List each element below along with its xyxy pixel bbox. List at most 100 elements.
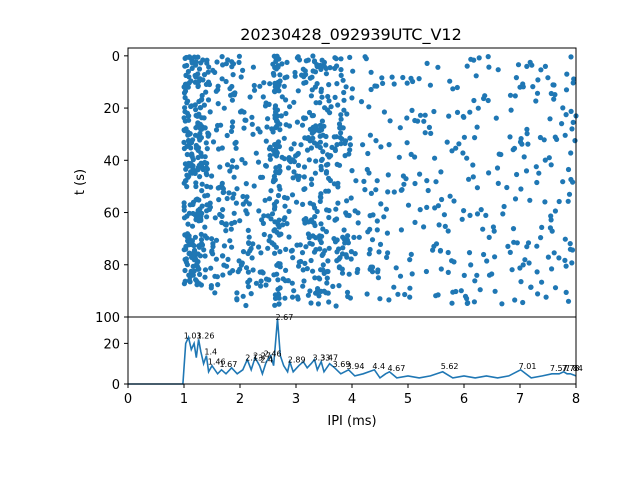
raster-point xyxy=(338,67,344,73)
raster-point xyxy=(326,175,332,181)
raster-point xyxy=(449,300,455,306)
histogram-y-tick-label: 20 xyxy=(103,337,120,352)
raster-point xyxy=(308,257,314,264)
raster-point xyxy=(258,283,264,289)
raster-point xyxy=(184,143,190,149)
raster-point xyxy=(193,217,199,223)
raster-point xyxy=(309,241,315,247)
raster-point xyxy=(194,196,200,202)
raster-point xyxy=(323,162,330,168)
raster-point xyxy=(291,169,297,175)
raster-point xyxy=(471,299,477,305)
raster-point xyxy=(188,78,194,84)
raster-point xyxy=(230,158,236,164)
raster-point xyxy=(342,140,348,146)
raster-point xyxy=(324,280,330,286)
chart-title: 20230428_092939UTC_V12 xyxy=(240,25,462,45)
raster-point xyxy=(476,55,482,61)
raster-point xyxy=(251,82,257,89)
raster-point xyxy=(522,257,528,263)
raster-point xyxy=(474,211,481,217)
raster-point xyxy=(374,83,380,89)
raster-point xyxy=(324,275,330,281)
raster-point xyxy=(181,200,187,206)
raster-point xyxy=(433,179,439,185)
raster-point xyxy=(213,256,219,262)
peak-label: 7.84 xyxy=(565,364,583,373)
peak-label: 1.67 xyxy=(220,360,238,369)
raster-point xyxy=(404,80,410,86)
raster-point xyxy=(355,220,361,226)
raster-point xyxy=(203,140,209,146)
raster-point xyxy=(194,278,200,284)
raster-point xyxy=(397,273,404,279)
raster-point xyxy=(376,249,382,255)
raster-point xyxy=(478,207,484,213)
raster-point xyxy=(279,94,285,100)
raster-point xyxy=(286,208,292,214)
raster-point xyxy=(241,109,247,115)
raster-point xyxy=(340,245,346,251)
raster-point xyxy=(248,291,254,297)
raster-point xyxy=(534,243,540,249)
raster-point xyxy=(210,251,216,257)
raster-point xyxy=(272,112,278,118)
raster-point xyxy=(373,187,379,193)
raster-point xyxy=(346,151,352,157)
raster-point xyxy=(310,53,316,59)
raster-point xyxy=(343,252,349,258)
raster-point xyxy=(282,278,288,284)
raster-point xyxy=(335,184,341,190)
raster-point xyxy=(301,164,308,170)
raster-point xyxy=(301,116,307,122)
raster-point xyxy=(345,240,351,246)
raster-point xyxy=(445,269,451,275)
raster-point xyxy=(331,236,337,242)
raster-point xyxy=(468,56,474,62)
raster-point xyxy=(474,124,480,130)
raster-point xyxy=(441,212,447,218)
raster-point xyxy=(570,179,576,185)
raster-point xyxy=(249,255,255,261)
raster-point xyxy=(385,172,391,178)
raster-point xyxy=(518,186,524,192)
raster-point xyxy=(247,248,253,254)
raster-point xyxy=(360,142,366,148)
raster-point xyxy=(276,301,282,307)
raster-point xyxy=(191,268,197,274)
raster-point xyxy=(207,109,213,115)
raster-point xyxy=(529,62,535,68)
raster-point xyxy=(542,199,548,205)
raster-point xyxy=(331,181,337,187)
raster-point xyxy=(245,227,251,233)
raster-point xyxy=(185,113,191,119)
raster-point xyxy=(293,199,300,205)
raster-point xyxy=(527,197,533,203)
raster-point xyxy=(442,223,448,229)
peak-label: 1.26 xyxy=(197,331,215,340)
raster-point xyxy=(247,94,253,100)
raster-point xyxy=(565,198,571,204)
raster-point xyxy=(188,103,194,110)
raster-point xyxy=(458,288,464,294)
raster-point xyxy=(186,74,192,80)
raster-point xyxy=(366,251,372,257)
peak-label: 3.33 xyxy=(313,354,331,363)
raster-point xyxy=(473,73,479,79)
raster-point xyxy=(326,98,332,104)
raster-point xyxy=(423,268,429,275)
raster-point xyxy=(284,59,290,65)
raster-point xyxy=(258,250,264,256)
raster-point xyxy=(495,67,501,73)
histogram-x-tick-label: 3 xyxy=(292,392,300,407)
raster-point xyxy=(412,219,418,225)
raster-point xyxy=(298,258,304,265)
raster-point xyxy=(230,72,236,78)
peak-label: 4.67 xyxy=(388,364,406,373)
raster-point xyxy=(560,105,566,111)
raster-point xyxy=(535,77,541,83)
raster-point xyxy=(461,114,467,120)
raster-point xyxy=(396,154,402,160)
raster-point xyxy=(282,295,288,301)
raster-point xyxy=(421,224,427,230)
